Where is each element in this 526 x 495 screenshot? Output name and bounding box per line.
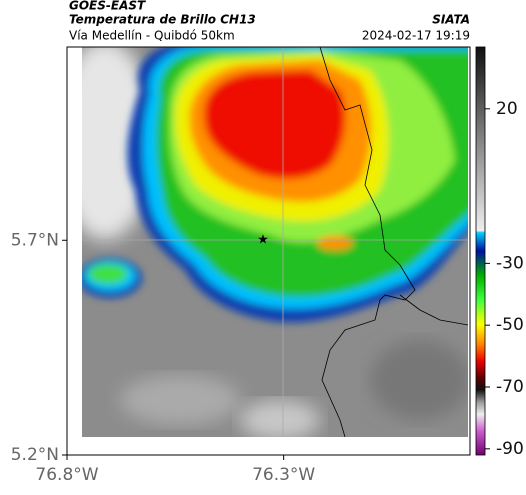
colorbar-tick-label: -50 <box>496 315 524 335</box>
map-frame <box>66 46 471 456</box>
lon-tick-label: 76.8°W <box>35 465 98 485</box>
location-star: ★ <box>257 233 269 248</box>
lat-tick-label: 5.7°N <box>11 230 59 250</box>
colorbar <box>475 46 486 456</box>
timestamp: 2024-02-17 19:19 <box>362 29 470 43</box>
caption: Vía Medellín - Quibdó 50km <box>69 29 235 43</box>
colorbar-tick-label: -30 <box>496 253 524 273</box>
colorbar-tick-label: -90 <box>496 439 524 459</box>
lat-tick-label: 5.2°N <box>11 445 59 465</box>
satellite-image: ★ <box>82 47 468 437</box>
subtitle: Temperatura de Brillo CH13 <box>69 13 256 27</box>
source: SIATA <box>432 13 470 27</box>
colorbar-tick-label: -70 <box>496 377 524 397</box>
colorbar-tick-label: 20 <box>496 99 518 119</box>
lon-tick-label: 76.3°W <box>252 465 315 485</box>
title: GOES-EAST <box>69 0 146 13</box>
